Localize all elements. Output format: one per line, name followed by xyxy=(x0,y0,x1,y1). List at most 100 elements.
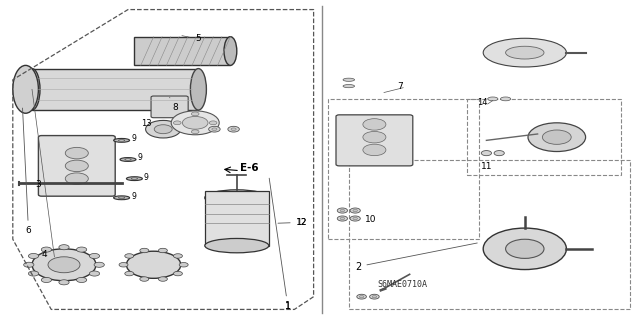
Ellipse shape xyxy=(337,208,348,213)
Circle shape xyxy=(65,160,88,172)
Ellipse shape xyxy=(131,178,138,179)
Ellipse shape xyxy=(224,37,237,65)
Text: 2: 2 xyxy=(355,243,477,271)
Circle shape xyxy=(179,263,188,267)
Ellipse shape xyxy=(154,125,172,134)
Circle shape xyxy=(191,130,199,134)
Circle shape xyxy=(140,277,148,281)
Ellipse shape xyxy=(353,218,358,219)
Text: 9: 9 xyxy=(131,192,136,201)
Circle shape xyxy=(24,262,34,267)
Circle shape xyxy=(119,263,128,267)
Ellipse shape xyxy=(114,138,129,142)
Ellipse shape xyxy=(209,126,220,132)
Ellipse shape xyxy=(359,295,364,298)
Ellipse shape xyxy=(125,159,131,160)
Ellipse shape xyxy=(343,85,355,88)
Ellipse shape xyxy=(353,209,358,212)
Circle shape xyxy=(140,248,148,253)
Circle shape xyxy=(77,247,87,252)
Circle shape xyxy=(173,121,181,125)
Text: 7: 7 xyxy=(397,82,403,91)
Ellipse shape xyxy=(212,128,217,130)
Ellipse shape xyxy=(500,97,511,101)
Circle shape xyxy=(94,262,104,267)
Text: 12: 12 xyxy=(296,218,306,227)
Circle shape xyxy=(125,254,134,258)
FancyBboxPatch shape xyxy=(32,69,198,110)
Circle shape xyxy=(209,121,217,125)
FancyBboxPatch shape xyxy=(205,191,269,246)
Ellipse shape xyxy=(13,65,38,113)
Ellipse shape xyxy=(118,139,125,141)
Ellipse shape xyxy=(205,238,269,253)
Circle shape xyxy=(90,271,100,276)
Circle shape xyxy=(42,247,52,252)
Ellipse shape xyxy=(506,46,544,59)
Circle shape xyxy=(41,278,51,283)
Text: 5: 5 xyxy=(182,34,201,43)
Text: 10: 10 xyxy=(365,215,376,224)
Circle shape xyxy=(173,271,182,276)
Ellipse shape xyxy=(146,121,180,138)
Circle shape xyxy=(363,144,386,156)
Text: E-6: E-6 xyxy=(240,163,259,173)
Ellipse shape xyxy=(228,126,239,132)
Bar xyxy=(349,160,630,309)
Ellipse shape xyxy=(372,295,376,298)
Text: 9: 9 xyxy=(131,134,136,143)
Text: 14: 14 xyxy=(477,98,487,107)
Ellipse shape xyxy=(350,208,360,213)
Circle shape xyxy=(363,131,386,143)
Ellipse shape xyxy=(32,249,96,281)
Circle shape xyxy=(59,280,69,285)
Text: 1: 1 xyxy=(269,178,291,311)
Text: 3: 3 xyxy=(35,180,41,189)
Bar xyxy=(328,99,479,239)
Ellipse shape xyxy=(483,228,566,270)
Text: S6MAE0710A: S6MAE0710A xyxy=(378,280,428,289)
Ellipse shape xyxy=(528,123,586,152)
FancyBboxPatch shape xyxy=(336,115,413,166)
Ellipse shape xyxy=(114,196,129,200)
Text: 11: 11 xyxy=(481,162,493,171)
Circle shape xyxy=(65,147,88,159)
Ellipse shape xyxy=(172,111,219,135)
Ellipse shape xyxy=(118,197,125,198)
Ellipse shape xyxy=(357,294,367,299)
Circle shape xyxy=(76,278,86,283)
Ellipse shape xyxy=(350,216,360,221)
Ellipse shape xyxy=(182,116,208,129)
Bar xyxy=(467,99,621,175)
Ellipse shape xyxy=(191,69,206,110)
Circle shape xyxy=(125,271,134,276)
Ellipse shape xyxy=(488,97,498,101)
Ellipse shape xyxy=(127,251,181,278)
Circle shape xyxy=(28,253,38,258)
Ellipse shape xyxy=(483,38,566,67)
Ellipse shape xyxy=(494,151,504,156)
Ellipse shape xyxy=(205,190,269,206)
Circle shape xyxy=(28,271,38,276)
Ellipse shape xyxy=(120,158,136,161)
Text: 9: 9 xyxy=(144,173,149,182)
Ellipse shape xyxy=(127,177,143,181)
Text: 1: 1 xyxy=(285,302,291,311)
Ellipse shape xyxy=(343,78,355,81)
Text: 13: 13 xyxy=(141,119,152,128)
Circle shape xyxy=(363,119,386,130)
Circle shape xyxy=(65,173,88,184)
Text: 12: 12 xyxy=(278,218,307,227)
Circle shape xyxy=(159,277,168,281)
Ellipse shape xyxy=(506,239,544,258)
Ellipse shape xyxy=(369,294,379,299)
Text: 6: 6 xyxy=(22,108,31,235)
Text: 9: 9 xyxy=(138,153,143,162)
Ellipse shape xyxy=(340,209,345,212)
Circle shape xyxy=(191,112,199,116)
Ellipse shape xyxy=(481,151,492,156)
Circle shape xyxy=(159,248,168,253)
Circle shape xyxy=(173,254,182,258)
Circle shape xyxy=(90,253,100,258)
Ellipse shape xyxy=(543,130,571,145)
